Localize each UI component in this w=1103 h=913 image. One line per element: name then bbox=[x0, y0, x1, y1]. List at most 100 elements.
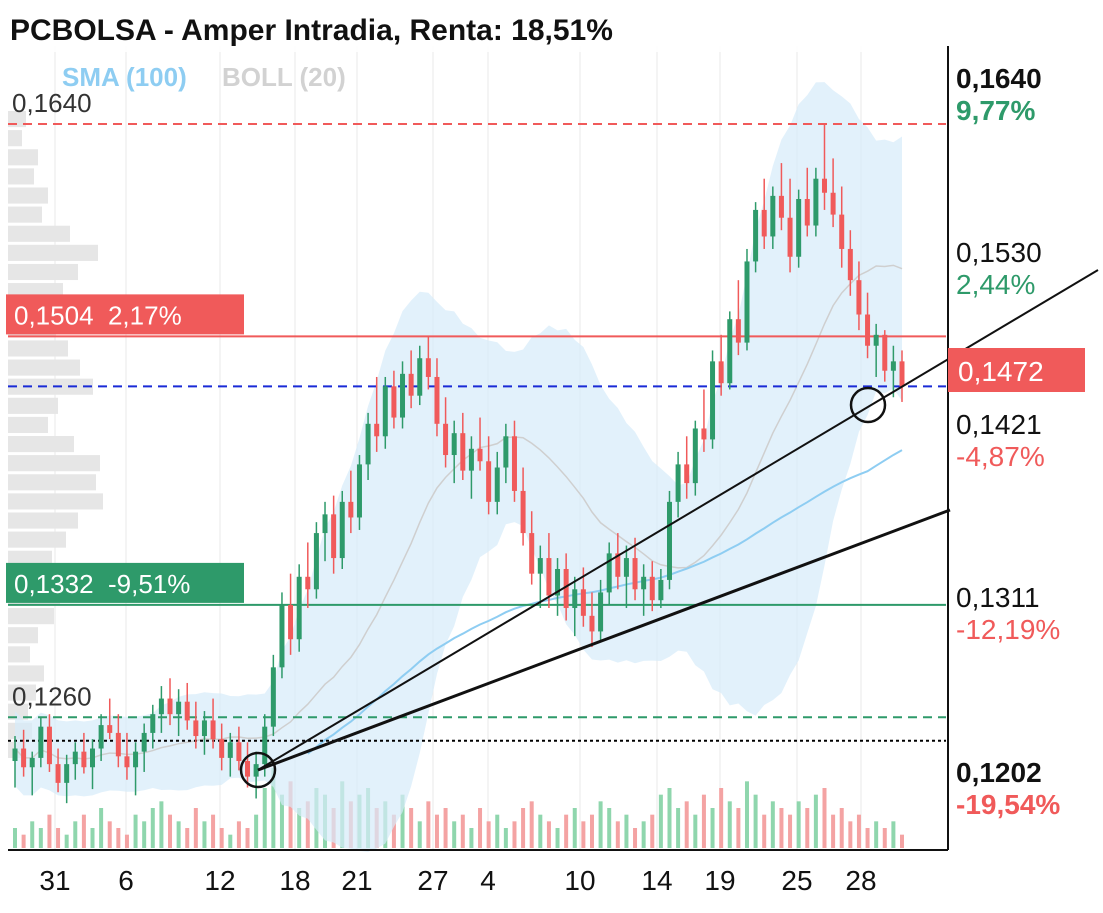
x-axis: 31 6 12 18 21 27 4 10 14 19 25 28 bbox=[39, 865, 876, 896]
candle-body bbox=[666, 501, 672, 580]
candle-body bbox=[623, 558, 629, 577]
volume-bar bbox=[99, 808, 104, 848]
volume-profile-bar bbox=[8, 378, 93, 395]
volume-profile-bar bbox=[8, 531, 66, 548]
candle-body bbox=[98, 725, 104, 749]
volume-bar bbox=[193, 808, 198, 848]
volume-bar bbox=[848, 821, 853, 848]
volume-bar bbox=[856, 814, 861, 848]
price-level-tag-label: 0,1504 2,17% bbox=[14, 300, 182, 330]
candle-body bbox=[555, 568, 561, 596]
right-axis-price-label: 0,1311 bbox=[956, 582, 1040, 613]
x-tick-label: 4 bbox=[480, 865, 496, 896]
current-price-tag bbox=[948, 348, 1085, 392]
volume-bar bbox=[719, 788, 724, 848]
volume-profile-bar bbox=[8, 646, 30, 663]
volume-bar bbox=[176, 821, 181, 848]
candle-body bbox=[322, 514, 328, 534]
volume-bar bbox=[564, 814, 569, 848]
candle-body bbox=[520, 490, 526, 534]
volume-bar bbox=[38, 828, 43, 848]
volume-bar bbox=[779, 808, 784, 848]
volume-bar bbox=[90, 828, 95, 848]
volume-bar bbox=[736, 808, 741, 848]
volume-bar bbox=[667, 788, 672, 848]
volume-bar bbox=[874, 821, 879, 848]
touch-marker-end bbox=[849, 386, 887, 424]
volume-bar bbox=[64, 834, 69, 848]
volume-profile-bar bbox=[8, 512, 78, 529]
candle-body bbox=[434, 376, 440, 424]
candle-body bbox=[64, 764, 70, 783]
volume-bar bbox=[521, 808, 526, 848]
candle-body bbox=[339, 501, 345, 559]
volume-bar bbox=[434, 814, 439, 848]
price-level-tag bbox=[6, 294, 244, 335]
candle-body bbox=[546, 558, 552, 596]
volume-bar bbox=[107, 821, 112, 848]
volume-bar bbox=[693, 814, 698, 848]
volume-profile-bar bbox=[8, 684, 36, 701]
candle-body bbox=[701, 428, 707, 440]
volume-bar bbox=[684, 801, 689, 848]
volume-profile-bar bbox=[8, 149, 38, 166]
right-axis-price-label: 0,1530 bbox=[956, 237, 1042, 268]
volume-bar bbox=[762, 814, 767, 848]
candle-body bbox=[692, 428, 698, 484]
volume-bar bbox=[21, 834, 26, 848]
candle-body bbox=[115, 732, 121, 757]
candle-body bbox=[839, 214, 845, 249]
candle-body bbox=[382, 386, 388, 437]
volume-profile-bar bbox=[8, 493, 103, 510]
volume-bar bbox=[124, 834, 129, 848]
candle-body bbox=[727, 319, 733, 384]
right-axis-pct-label: -12,19% bbox=[956, 614, 1060, 645]
candles bbox=[12, 124, 905, 804]
candle-body bbox=[72, 751, 78, 765]
candle-body bbox=[598, 592, 604, 632]
candle-body bbox=[486, 461, 492, 502]
candle-body bbox=[374, 423, 380, 437]
candle-body bbox=[537, 558, 543, 574]
candle-body bbox=[813, 178, 819, 226]
candle-body bbox=[710, 361, 716, 440]
volume-bar bbox=[219, 828, 224, 848]
x-tick-label: 10 bbox=[564, 865, 595, 896]
candle-body bbox=[279, 604, 285, 668]
candle-body bbox=[882, 334, 888, 371]
volume-bar bbox=[202, 821, 207, 848]
volume-profile-bar bbox=[8, 550, 52, 567]
price-level-tag-label: 0,1332 -9,51% bbox=[14, 569, 190, 599]
candle-body bbox=[563, 568, 569, 609]
price-level-tag bbox=[6, 562, 244, 603]
volume-bar bbox=[805, 808, 810, 848]
candle-body bbox=[847, 248, 853, 281]
candle-body bbox=[356, 464, 362, 518]
candle-body bbox=[141, 732, 147, 752]
candle-body bbox=[460, 433, 466, 471]
sma-line bbox=[307, 449, 903, 755]
candle-body bbox=[133, 751, 139, 768]
candle-body bbox=[29, 757, 35, 768]
right-axis-price-label: 0,1640 bbox=[956, 63, 1042, 94]
volume-profile-bar bbox=[8, 627, 38, 644]
x-tick-label: 14 bbox=[641, 865, 672, 896]
volume-bar bbox=[701, 794, 706, 848]
volume-bar bbox=[236, 821, 241, 848]
volume-bar bbox=[710, 808, 715, 848]
candle-body bbox=[899, 361, 905, 387]
volume-bar bbox=[891, 821, 896, 848]
candle-body bbox=[632, 558, 638, 590]
volume-bar bbox=[650, 814, 655, 848]
volume-bar bbox=[788, 814, 793, 848]
candle-body bbox=[201, 720, 207, 737]
volume-bar bbox=[133, 814, 138, 848]
candle-body bbox=[184, 701, 190, 721]
volume-profile-bar bbox=[8, 608, 54, 625]
candle-body bbox=[176, 701, 182, 715]
x-tick-label: 6 bbox=[118, 865, 134, 896]
volume-bar bbox=[150, 808, 155, 848]
volume-bar bbox=[839, 808, 844, 848]
bollinger-middle-line bbox=[14, 264, 903, 760]
